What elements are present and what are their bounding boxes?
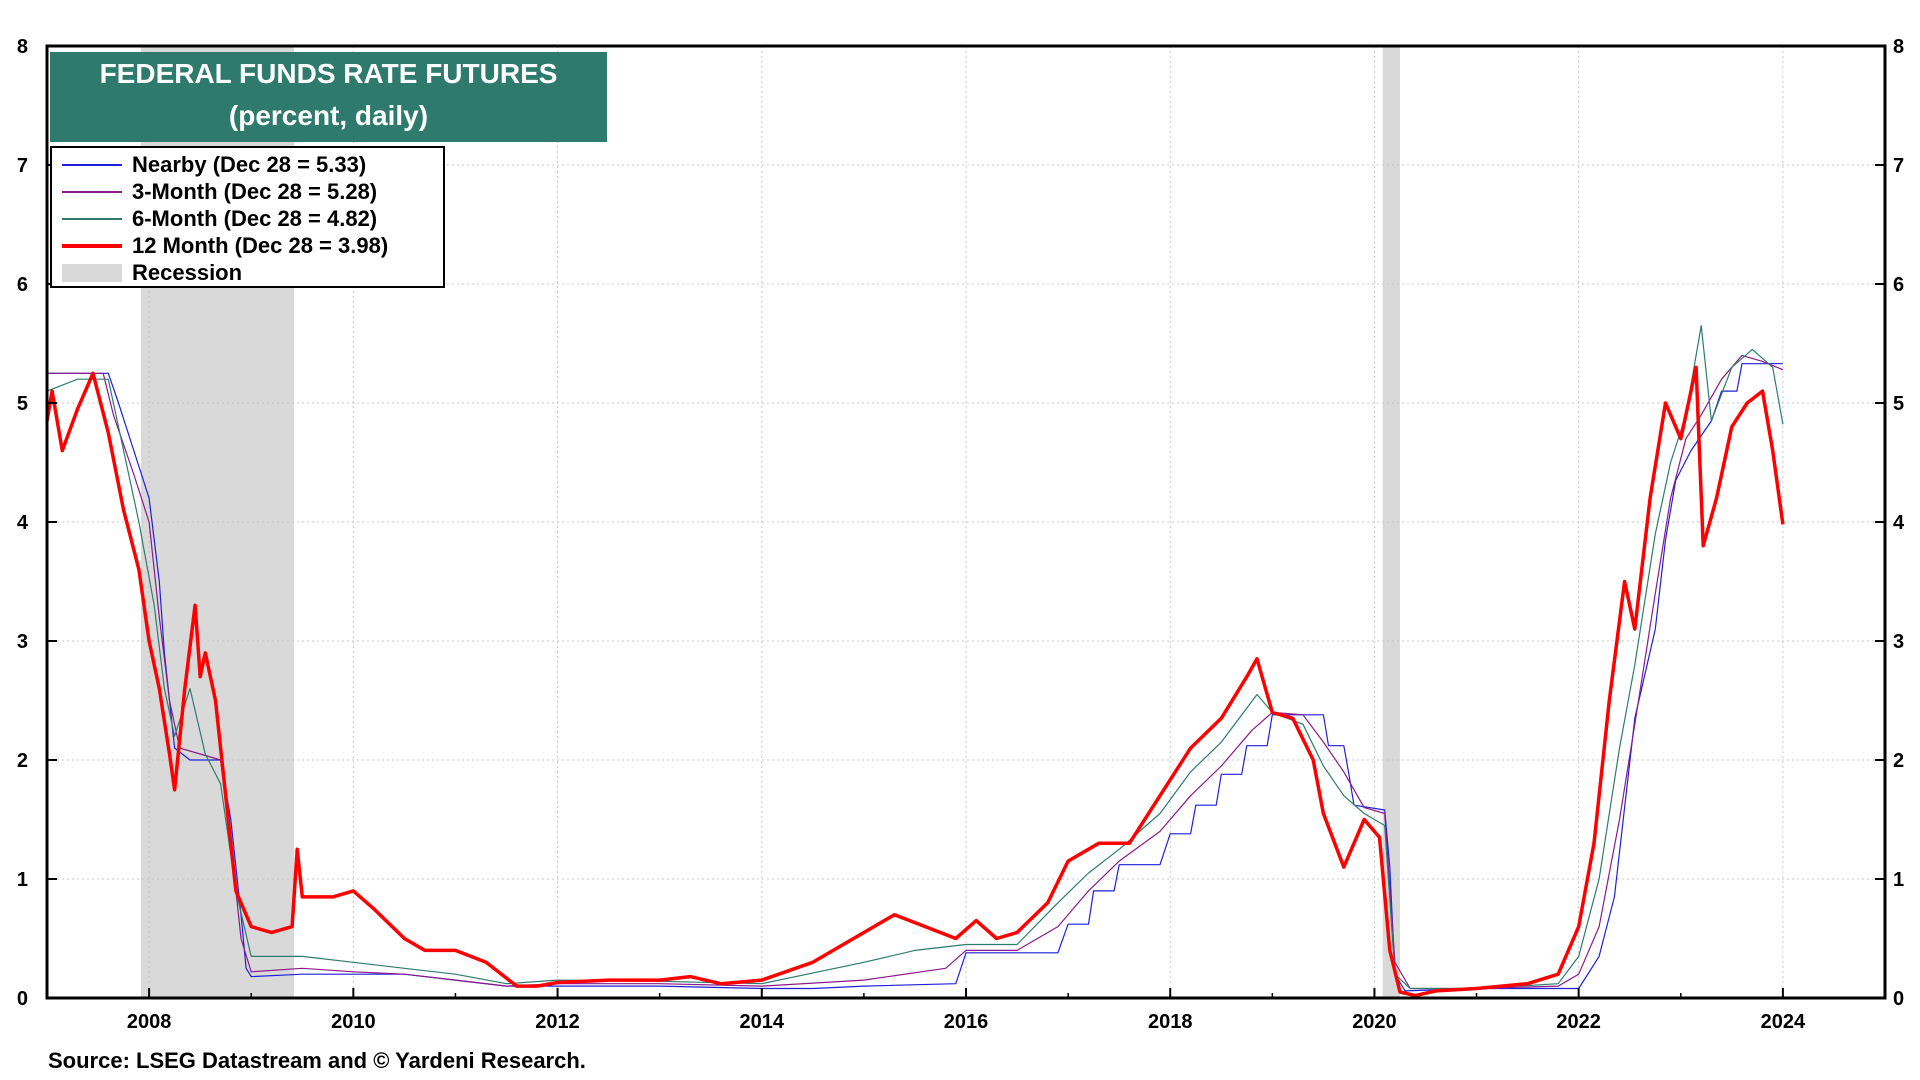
series-line-6-month — [46, 325, 1784, 990]
x-tick-label-2016: 2016 — [944, 1011, 989, 1033]
y-tick-label-right-4: 4 — [1893, 512, 1905, 534]
tick-labels: 2008 2010 2012 2014 2016 2018 2020 2022 2024 0 0 1 1… — [17, 36, 1905, 1033]
x-tick-label-2014: 2014 — [740, 1011, 785, 1033]
legend-item-nearby: Nearby (Dec 28 = 5.33) — [60, 152, 440, 178]
y-tick-label-left-2: 2 — [17, 750, 28, 772]
y-tick-label-left-0: 0 — [17, 988, 28, 1010]
legend-label-12-month: 12 Month (Dec 28 = 3.98) — [132, 233, 389, 258]
legend-label-3-month: 3-Month (Dec 28 = 5.28) — [132, 179, 378, 204]
series-line-3-month — [47, 354, 1784, 990]
x-tick-label-2010: 2010 — [331, 1011, 376, 1033]
recession-band-1 — [1382, 46, 1400, 998]
legend-label-recession: Recession — [132, 260, 243, 285]
series-lines — [45, 325, 1785, 998]
legend-swatch-3-month — [62, 191, 122, 193]
x-tick-label-2008: 2008 — [127, 1011, 172, 1033]
chart-subtitle: (percent, daily) — [228, 100, 429, 131]
y-tick-label-right-7: 7 — [1893, 155, 1904, 177]
chart-title: FEDERAL FUNDS RATE FUTURES — [99, 58, 558, 89]
y-tick-label-left-5: 5 — [17, 393, 28, 415]
legend-swatch-12-month — [62, 244, 122, 248]
legend-swatch-recession — [62, 264, 122, 282]
legend-label-nearby: Nearby (Dec 28 = 5.33) — [132, 152, 367, 177]
chart-title-box: FEDERAL FUNDS RATE FUTURES (percent, dai… — [50, 52, 607, 142]
y-tick-label-right-0: 0 — [1893, 988, 1904, 1010]
x-tick-label-2012: 2012 — [535, 1011, 580, 1033]
x-tick-label-2022: 2022 — [1556, 1011, 1601, 1033]
legend-item-6-month: 6-Month (Dec 28 = 4.82) — [60, 206, 440, 232]
series-line-12-month — [45, 365, 1785, 998]
legend-item-3-month: 3-Month (Dec 28 = 5.28) — [60, 179, 440, 205]
legend-label-6-month: 6-Month (Dec 28 = 4.82) — [132, 206, 378, 231]
y-tick-label-left-3: 3 — [17, 631, 28, 653]
legend-item-recession: Recession — [60, 260, 440, 286]
x-tick-label-2024: 2024 — [1761, 1011, 1806, 1033]
legend-item-12-month: 12 Month (Dec 28 = 3.98) — [60, 233, 440, 259]
y-tick-label-right-8: 8 — [1893, 36, 1904, 58]
y-tick-label-left-8: 8 — [17, 36, 28, 58]
legend: Nearby (Dec 28 = 5.33) 3-Month (Dec 28 =… — [50, 146, 445, 288]
legend-swatch-nearby — [62, 164, 122, 166]
y-tick-label-left-7: 7 — [17, 155, 28, 177]
source-note: Source: LSEG Datastream and © Yardeni Re… — [48, 1048, 586, 1073]
axis-ticks — [47, 45, 1885, 999]
x-tick-label-2020: 2020 — [1352, 1011, 1397, 1033]
y-tick-label-right-5: 5 — [1893, 393, 1904, 415]
y-tick-label-right-2: 2 — [1893, 750, 1904, 772]
y-tick-label-right-6: 6 — [1893, 274, 1904, 296]
y-tick-label-left-4: 4 — [17, 512, 29, 534]
y-tick-label-right-3: 3 — [1893, 631, 1904, 653]
y-tick-label-right-1: 1 — [1893, 869, 1904, 891]
x-tick-label-2018: 2018 — [1148, 1011, 1193, 1033]
legend-swatch-6-month — [62, 218, 122, 220]
y-tick-label-left-6: 6 — [17, 274, 28, 296]
y-tick-label-left-1: 1 — [17, 869, 28, 891]
